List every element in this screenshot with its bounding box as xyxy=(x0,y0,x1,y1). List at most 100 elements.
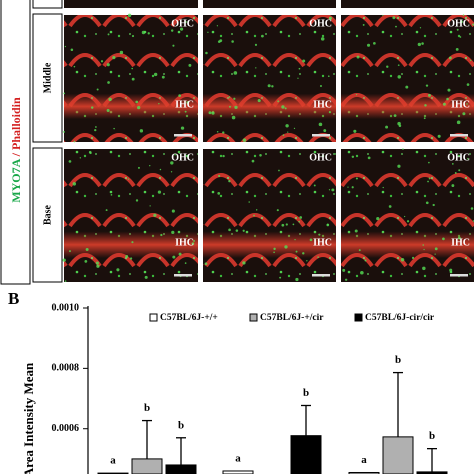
speckle xyxy=(153,72,158,77)
speckle xyxy=(382,14,384,17)
speckle xyxy=(229,105,231,108)
speckle xyxy=(411,256,415,260)
speckle xyxy=(355,177,358,180)
speckle xyxy=(273,247,276,251)
speckle xyxy=(113,127,115,130)
speckle xyxy=(428,177,431,180)
speckle xyxy=(135,100,139,104)
legend-label: C57BL/6J-cir/cir xyxy=(365,313,435,323)
speckle xyxy=(282,134,285,136)
speckle xyxy=(79,157,82,159)
micrograph xyxy=(203,0,336,8)
speckle xyxy=(295,277,299,282)
speckle xyxy=(449,268,453,272)
speckle xyxy=(366,43,371,47)
micrograph xyxy=(64,0,198,8)
panel-a: MYO7A / Phalloidin Middle Base OHC IHC OHC… xyxy=(0,0,474,285)
speckle xyxy=(428,161,430,164)
speckle xyxy=(344,278,348,281)
speckle xyxy=(284,245,288,249)
speckle xyxy=(327,75,330,78)
speckle xyxy=(469,59,472,62)
region-label: OHC xyxy=(171,18,194,29)
speckle xyxy=(388,205,392,208)
speckle xyxy=(234,105,238,110)
speckle xyxy=(171,209,175,213)
y-tick-label: 0.0008 xyxy=(52,363,80,374)
speckle xyxy=(139,129,144,133)
speckle xyxy=(447,88,451,92)
speckle xyxy=(127,178,130,180)
legend-label: C57BL/6J-+/cir xyxy=(260,313,324,323)
stain-red: Phalloidin xyxy=(9,97,23,150)
speckle xyxy=(106,63,110,67)
speckle xyxy=(116,268,120,272)
speckle xyxy=(293,127,296,130)
speckle xyxy=(85,247,89,251)
speckle xyxy=(158,102,160,105)
speckle xyxy=(462,112,466,116)
speckle xyxy=(193,240,195,242)
speckle xyxy=(170,161,174,165)
speckle xyxy=(131,34,135,38)
speckle xyxy=(216,130,219,133)
speckle xyxy=(95,261,99,265)
speckle xyxy=(70,48,74,52)
speckle xyxy=(255,209,258,211)
speckle xyxy=(462,14,465,16)
speckle xyxy=(174,153,176,156)
speckle xyxy=(119,50,124,55)
speckle xyxy=(323,129,327,132)
speckle xyxy=(153,213,157,217)
speckle xyxy=(353,129,357,133)
speckle xyxy=(434,247,438,251)
region-label: IHC xyxy=(313,238,332,249)
region-label: OHC xyxy=(309,18,332,29)
speckle xyxy=(62,258,66,262)
speckle xyxy=(457,236,461,240)
speckle xyxy=(419,27,422,29)
speckle xyxy=(404,215,406,218)
y-tick-label: 0.0010 xyxy=(52,302,80,313)
speckle xyxy=(178,94,182,98)
speckle xyxy=(63,92,66,95)
speckle xyxy=(84,260,88,263)
speckle xyxy=(425,84,429,87)
speckle xyxy=(326,223,330,227)
speckle xyxy=(95,126,97,128)
speckle xyxy=(147,32,150,35)
significance-letter: b xyxy=(303,387,309,399)
speckle xyxy=(284,107,287,110)
speckle xyxy=(405,85,409,89)
speckle xyxy=(467,157,469,160)
speckle xyxy=(395,25,397,28)
speckle xyxy=(242,261,246,265)
speckle xyxy=(135,199,139,202)
speckle xyxy=(425,201,429,205)
speckle xyxy=(354,229,358,233)
speckle xyxy=(277,100,280,103)
speckle xyxy=(299,216,303,219)
region-label: IHC xyxy=(175,99,194,110)
row-box xyxy=(32,0,63,9)
significance-letter: b xyxy=(144,402,150,414)
speckle xyxy=(402,148,404,150)
speckle xyxy=(329,16,333,20)
scale-bar xyxy=(174,274,192,277)
speckle xyxy=(460,20,463,24)
speckle xyxy=(320,37,325,41)
speckle xyxy=(342,268,346,272)
region-label: IHC xyxy=(451,238,470,249)
speckle xyxy=(317,256,319,259)
speckle xyxy=(331,188,335,192)
speckle xyxy=(172,44,175,47)
speckle xyxy=(347,186,349,188)
micrograph xyxy=(203,15,336,142)
speckle xyxy=(279,276,282,279)
significance-letter: a xyxy=(110,455,116,467)
speckle xyxy=(442,102,446,106)
legend-swatch xyxy=(249,313,258,322)
speckle xyxy=(423,248,425,251)
speckle xyxy=(255,67,257,69)
